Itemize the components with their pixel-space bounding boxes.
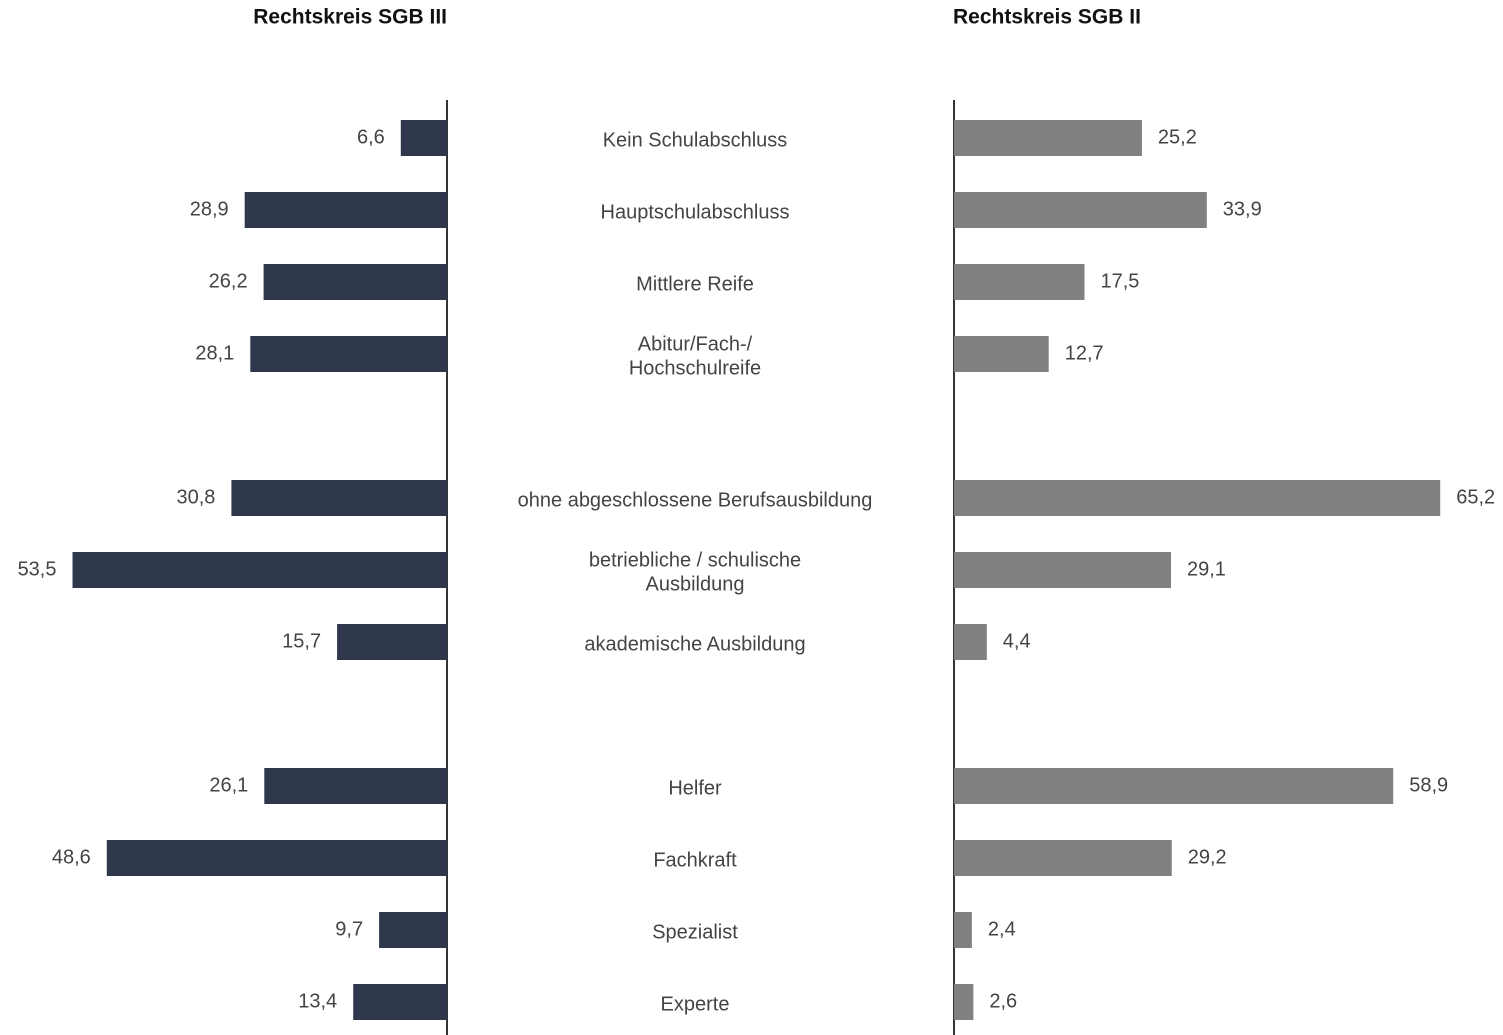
bar	[954, 912, 972, 948]
category-label: Fachkraft	[653, 849, 737, 871]
category-label: Experte	[661, 993, 730, 1015]
bar	[337, 624, 447, 660]
category-label: Hochschulreife	[629, 357, 761, 379]
category-label: Kein Schulabschluss	[603, 129, 788, 151]
value-label: 17,5	[1101, 270, 1140, 292]
bar	[954, 984, 974, 1020]
right-title: Rechtskreis SGB II	[953, 6, 1141, 29]
value-label: 53,5	[18, 558, 57, 580]
value-label: 2,4	[988, 918, 1016, 940]
bar	[954, 120, 1142, 156]
value-label: 29,1	[1187, 558, 1226, 580]
category-label: Mittlere Reife	[636, 273, 754, 295]
value-label: 58,9	[1409, 774, 1448, 796]
value-label: 33,9	[1223, 198, 1262, 220]
bar	[250, 336, 447, 372]
value-label: 6,6	[357, 126, 385, 148]
category-label: Spezialist	[652, 921, 738, 943]
bar	[954, 480, 1441, 516]
bar	[400, 120, 447, 156]
value-label: 4,4	[1003, 630, 1031, 652]
value-label: 26,2	[209, 270, 248, 292]
value-label: 29,2	[1188, 846, 1227, 868]
category-label: betriebliche / schulische	[589, 549, 801, 571]
value-label: 65,2	[1456, 486, 1495, 508]
bar	[353, 984, 447, 1020]
category-label: Ausbildung	[646, 573, 745, 595]
bar	[954, 624, 987, 660]
bar	[72, 552, 447, 588]
value-label: 2,6	[989, 990, 1017, 1012]
category-label: Helfer	[668, 777, 722, 799]
bar	[954, 552, 1172, 588]
bar	[106, 840, 448, 876]
value-label: 26,1	[209, 774, 248, 796]
value-label: 9,7	[335, 918, 363, 940]
bar	[954, 336, 1049, 372]
bar	[244, 192, 447, 228]
value-label: 30,8	[176, 486, 215, 508]
bar	[954, 768, 1394, 804]
category-label: ohne abgeschlossene Berufsausbildung	[518, 489, 873, 511]
value-label: 13,4	[298, 990, 337, 1012]
category-label: Abitur/Fach-/	[638, 333, 753, 355]
bar	[231, 480, 447, 516]
value-label: 48,6	[52, 846, 91, 868]
value-label: 28,1	[195, 342, 234, 364]
bar	[954, 264, 1085, 300]
category-label: Hauptschulabschluss	[601, 201, 790, 223]
bar	[264, 768, 447, 804]
bar	[263, 264, 447, 300]
bar	[954, 840, 1172, 876]
value-label: 12,7	[1065, 342, 1104, 364]
value-label: 28,9	[190, 198, 229, 220]
bar	[954, 192, 1207, 228]
value-label: 15,7	[282, 630, 321, 652]
left-title: Rechtskreis SGB III	[253, 6, 447, 29]
category-label: akademische Ausbildung	[584, 633, 805, 655]
value-label: 25,2	[1158, 126, 1197, 148]
bar	[379, 912, 447, 948]
